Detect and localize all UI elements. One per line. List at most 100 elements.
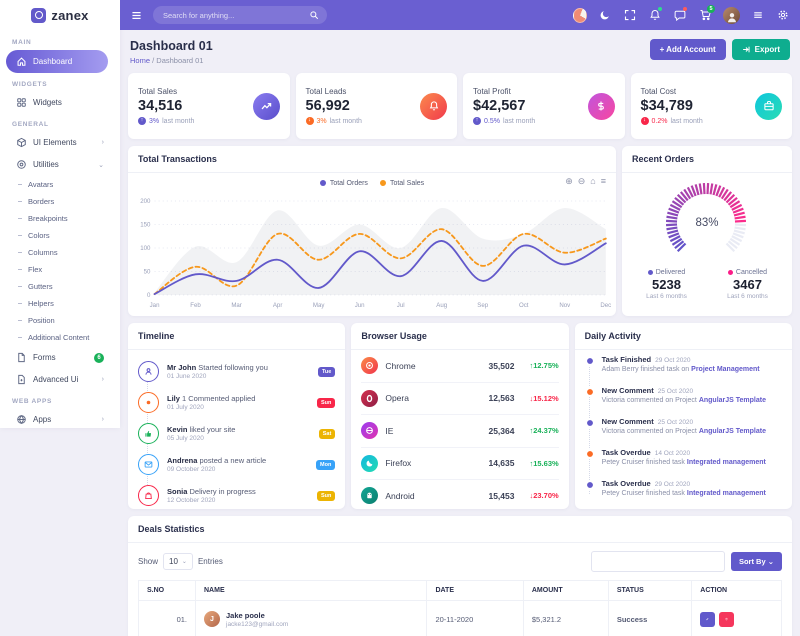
delete-button[interactable] bbox=[719, 611, 735, 627]
browser-row-android[interactable]: Android 15,453 ↓23.70% bbox=[361, 480, 559, 509]
sidebar-item-flex[interactable]: Flex bbox=[0, 261, 120, 278]
col-name[interactable]: NAME bbox=[194, 580, 428, 601]
zoom-out-icon[interactable]: ⊖ bbox=[577, 176, 586, 186]
timeline-item[interactable]: Kevin liked your site 05 July 2020 Sat bbox=[138, 418, 336, 449]
browser-row-chrome[interactable]: Chrome 35,502 ↑12.75% bbox=[361, 350, 559, 383]
sidebar-item-ui-elements[interactable]: UI Elements › bbox=[6, 132, 114, 153]
stat-card-total-leads: Total Leads 56,992 ↓ 3% last month bbox=[295, 73, 457, 139]
sidebar-item-forms[interactable]: Forms 6 bbox=[6, 347, 114, 368]
legend-total-orders[interactable]: Total Orders bbox=[319, 180, 368, 187]
col-date[interactable]: DATE bbox=[426, 580, 524, 601]
browser-row-firefox[interactable]: Firefox 14,635 ↑15.63% bbox=[361, 448, 559, 480]
svg-text:May: May bbox=[313, 303, 326, 309]
sidebar-item-breakpoints[interactable]: Breakpoints bbox=[0, 210, 120, 227]
cancelled-label: Cancelled bbox=[735, 269, 768, 276]
sidebar-toggle-icon[interactable] bbox=[130, 9, 143, 22]
bell-icon bbox=[420, 92, 447, 120]
entries-select[interactable]: 10 ⌄ bbox=[163, 553, 193, 570]
table-search-input[interactable] bbox=[590, 551, 725, 572]
sidebar-item-columns[interactable]: Columns bbox=[0, 244, 120, 261]
shopping-bag-icon bbox=[138, 485, 159, 506]
breadcrumb-home[interactable]: Home bbox=[130, 56, 151, 65]
brand-name: zanex bbox=[51, 7, 89, 23]
sidebar-item-additional-content[interactable]: Additional Content bbox=[0, 329, 120, 346]
bullet-dash bbox=[18, 303, 22, 304]
activity-link[interactable]: Integrated management bbox=[686, 459, 766, 466]
activity-text: Petey Cruiser finished task bbox=[601, 459, 685, 466]
trend-down-icon: ↓ bbox=[305, 117, 314, 125]
sidebar-item-utilities[interactable]: Utilities ⌄ bbox=[6, 154, 114, 175]
browser-row-ie[interactable]: IE 25,364 ↑24.37% bbox=[361, 415, 559, 448]
browser-row-opera[interactable]: Opera 12,563 ↓15.12% bbox=[361, 383, 559, 415]
activity-link[interactable]: Integrated management bbox=[686, 490, 766, 497]
deals-statistics-card: Deals Statistics Show 10 ⌄ Entries Sort B… bbox=[128, 516, 792, 636]
activity-dot bbox=[584, 418, 595, 428]
activity-item[interactable]: Task Overdue 29 Oct 2020 Petey Cruiser fi… bbox=[584, 479, 782, 509]
edit-button[interactable] bbox=[700, 611, 716, 627]
topbar: 5 bbox=[120, 0, 800, 30]
activity-link[interactable]: AngularJS Template bbox=[698, 397, 766, 404]
breadcrumb-separator: / bbox=[152, 56, 155, 65]
stat-value: 34,516 bbox=[138, 98, 183, 114]
activity-item[interactable]: New Comment 25 Oct 2020 Victoria commente… bbox=[584, 386, 782, 417]
language-flag-icon[interactable] bbox=[573, 7, 587, 23]
sub-item-label: Breakpoints bbox=[28, 214, 68, 223]
fullscreen-icon[interactable] bbox=[623, 8, 637, 22]
sidebar-item-helpers[interactable]: Helpers bbox=[0, 295, 120, 312]
activity-item[interactable]: New Comment 25 Oct 2020 Victoria commente… bbox=[584, 417, 782, 448]
search-icon[interactable] bbox=[309, 10, 319, 20]
col-action[interactable]: ACTION bbox=[691, 580, 782, 601]
timeline-item[interactable]: Lily 1 Commented applied 01 July 2020 Su… bbox=[138, 387, 336, 418]
sidebar-item-borders[interactable]: Borders bbox=[0, 193, 120, 210]
thumbs-up-icon bbox=[138, 423, 159, 444]
activity-link[interactable]: AngularJS Template bbox=[698, 428, 766, 435]
status-badge: Success bbox=[607, 600, 693, 636]
activity-item[interactable]: Task Overdue 14 Oct 2020 Petey Cruiser fi… bbox=[584, 448, 782, 479]
activity-text: Adam Berry finished task on bbox=[601, 366, 690, 373]
browser-value: 25,364 bbox=[488, 425, 515, 436]
messages-icon[interactable] bbox=[673, 7, 687, 22]
user-avatar[interactable] bbox=[723, 6, 740, 24]
chevron-right-icon: › bbox=[101, 416, 104, 423]
legend-label: Total Sales bbox=[389, 179, 425, 187]
export-button[interactable]: Export bbox=[731, 39, 790, 60]
timeline-text: Delivery in progress bbox=[189, 487, 256, 496]
trend-up-icon: ↑ bbox=[138, 117, 146, 125]
sidebar-item-apps[interactable]: Apps › bbox=[6, 409, 114, 428]
timeline-item[interactable]: Mr John Started following you 01 June 20… bbox=[138, 356, 336, 387]
activity-item[interactable]: Task Finished 29 Oct 2020 Adam Berry fini… bbox=[584, 355, 782, 386]
sidebar-item-label: Advanced Ui bbox=[33, 375, 79, 384]
zoom-in-icon[interactable]: ⊕ bbox=[565, 176, 573, 186]
col-status[interactable]: STATUS bbox=[607, 580, 693, 601]
browser-name: IE bbox=[385, 425, 394, 436]
cart-icon[interactable]: 5 bbox=[698, 5, 715, 22]
svg-text:Dec: Dec bbox=[600, 303, 611, 309]
col-sno[interactable]: S.NO bbox=[138, 580, 196, 601]
legend-total-sales[interactable]: Total Sales bbox=[379, 179, 425, 187]
row-sno: 01. bbox=[138, 600, 196, 636]
show-label: Show bbox=[138, 557, 159, 566]
activity-link[interactable]: Project Management bbox=[691, 366, 760, 373]
brand-logo[interactable]: zanex bbox=[0, 0, 120, 30]
sidebar-item-advanced-ui[interactable]: Advanced Ui › bbox=[6, 369, 114, 390]
chart-menu-icon[interactable]: ≡ bbox=[600, 176, 606, 186]
sidebar-item-widgets[interactable]: Widgets bbox=[6, 92, 114, 113]
sidebar-item-gutters[interactable]: Gutters bbox=[0, 278, 120, 295]
dark-mode-icon[interactable] bbox=[598, 8, 612, 22]
reset-home-icon[interactable]: ⌂ bbox=[590, 176, 596, 186]
timeline-item[interactable]: Andrena posted a new article 09 October … bbox=[138, 449, 336, 480]
sidebar-item-position[interactable]: Position bbox=[0, 312, 120, 329]
sidebar-item-dashboard[interactable]: Dashboard bbox=[6, 50, 108, 73]
sidebar: zanex MAIN Dashboard WIDGETS Widgets GEN… bbox=[0, 0, 120, 428]
table-row: 01. J Jake poole jacke123@gmail.com bbox=[138, 600, 782, 636]
sort-by-button[interactable]: Sort By ⌄ bbox=[730, 552, 782, 571]
sidebar-item-avatars[interactable]: Avatars bbox=[0, 176, 120, 193]
add-account-button[interactable]: + Add Account bbox=[649, 39, 726, 60]
timeline-item[interactable]: Sonia Delivery in progress 12 October 20… bbox=[138, 480, 336, 509]
col-amount[interactable]: AMOUNT bbox=[522, 580, 609, 601]
sidebar-item-colors[interactable]: Colors bbox=[0, 227, 120, 244]
list-menu-icon[interactable] bbox=[751, 8, 765, 22]
settings-gear-icon[interactable] bbox=[776, 8, 790, 22]
search-input[interactable] bbox=[161, 9, 303, 21]
notifications-bell-icon[interactable] bbox=[648, 7, 662, 22]
